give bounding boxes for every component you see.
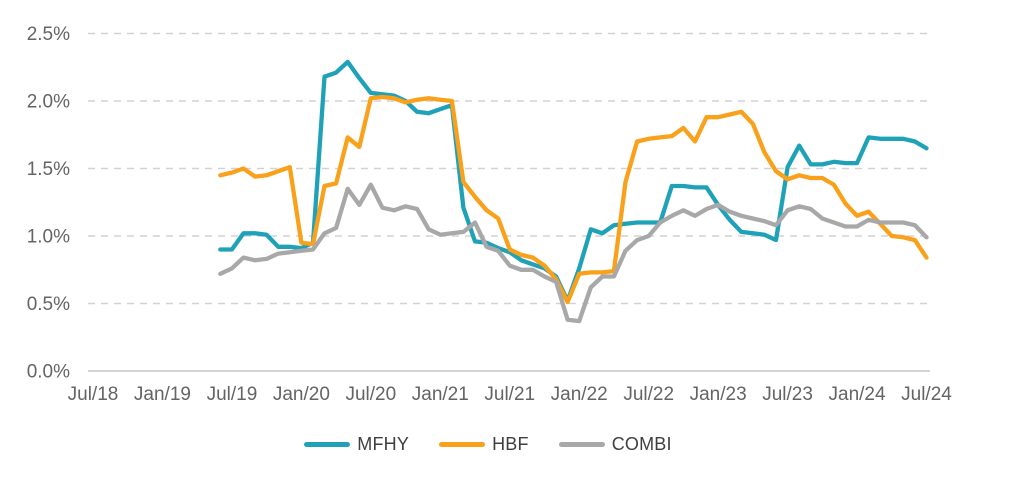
- x-tick-label: Jan/20: [273, 384, 330, 405]
- y-tick-label: 0.5%: [27, 294, 70, 315]
- x-tick-label: Jul/19: [207, 384, 258, 405]
- x-tick-label: Jan/19: [134, 384, 191, 405]
- x-tick-label: Jul/24: [901, 384, 952, 405]
- x-tick-label: Jul/21: [484, 384, 535, 405]
- series-line-hbf: [218, 94, 929, 305]
- x-tick-label: Jul/22: [623, 384, 674, 405]
- y-tick-label: 2.5%: [27, 24, 70, 45]
- y-tick-label: 1.5%: [27, 159, 70, 180]
- x-tick-label: Jan/21: [412, 384, 469, 405]
- x-tick-label: Jan/22: [551, 384, 608, 405]
- series-line-combi: [218, 182, 929, 324]
- y-tick-label: 0.0%: [27, 362, 70, 383]
- legend-label-mfhy: MFHY: [357, 434, 410, 454]
- y-tick-label: 1.0%: [27, 227, 70, 248]
- x-tick-label: Jul/18: [68, 384, 119, 405]
- x-tick-label: Jul/20: [345, 384, 396, 405]
- legend-line-swatch-mfhy: [304, 442, 351, 447]
- series-line-mfhy: [218, 59, 929, 303]
- y-tick-label: 2.0%: [27, 92, 70, 113]
- legend-item-mfhy: MFHY: [304, 434, 409, 455]
- x-tick-label: Jul/23: [762, 384, 813, 405]
- legend-item-hbf: HBF: [439, 434, 529, 455]
- legend-line-swatch-hbf: [439, 442, 486, 447]
- legend-line-swatch-combi: [558, 442, 605, 447]
- legend-item-combi: COMBI: [558, 434, 672, 455]
- chart-legend: MFHY HBF COMBI: [88, 434, 888, 455]
- x-tick-label: Jan/24: [829, 384, 886, 405]
- x-tick-label: Jan/23: [690, 384, 747, 405]
- legend-label-combi: COMBI: [611, 434, 672, 454]
- legend-label-hbf: HBF: [492, 434, 529, 454]
